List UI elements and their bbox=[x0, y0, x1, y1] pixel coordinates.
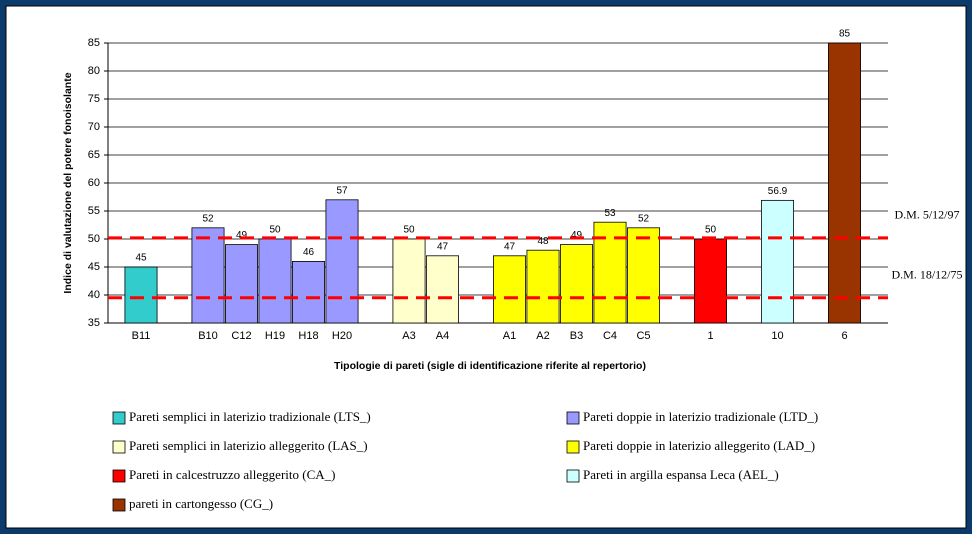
y-tick-label: 40 bbox=[88, 289, 100, 301]
data-label: 47 bbox=[504, 241, 516, 252]
data-label: 47 bbox=[437, 241, 449, 252]
bar bbox=[526, 249, 560, 324]
data-label: 50 bbox=[403, 225, 415, 236]
y-tick-label: 50 bbox=[88, 233, 100, 245]
x-tick-label: C5 bbox=[636, 330, 650, 342]
legend-label: Pareti in calcestruzzo alleggerito (CA_) bbox=[129, 467, 335, 482]
x-tick-label: A2 bbox=[536, 330, 549, 342]
x-tick-label: H19 bbox=[265, 330, 285, 342]
data-label: 50 bbox=[705, 225, 717, 236]
data-label: 46 bbox=[303, 247, 315, 258]
bar bbox=[493, 255, 526, 324]
reference-label: D.M. 5/12/97 bbox=[894, 208, 959, 222]
data-label: 85 bbox=[839, 29, 851, 40]
bar bbox=[828, 42, 861, 324]
y-tick-label: 85 bbox=[88, 37, 100, 49]
data-label: 48 bbox=[537, 236, 549, 247]
data-label: 52 bbox=[638, 213, 650, 224]
x-tick-label: H20 bbox=[332, 330, 352, 342]
data-label: 50 bbox=[269, 225, 281, 236]
data-label: 49 bbox=[236, 230, 248, 241]
bar bbox=[761, 199, 794, 324]
x-tick-label: B3 bbox=[570, 330, 583, 342]
data-label: 45 bbox=[135, 253, 147, 264]
x-tick-label: A4 bbox=[436, 330, 449, 342]
x-tick-label: B11 bbox=[132, 330, 151, 342]
legend-swatch bbox=[566, 440, 580, 454]
bar bbox=[258, 238, 292, 324]
x-tick-label: 1 bbox=[707, 330, 713, 342]
y-tick-label: 55 bbox=[88, 205, 100, 217]
y-tick-label: 75 bbox=[88, 93, 100, 105]
bar bbox=[124, 266, 158, 324]
legend-swatch bbox=[112, 498, 126, 512]
reference-label: D.M. 18/12/75 bbox=[891, 268, 962, 282]
y-tick-label: 80 bbox=[88, 65, 100, 77]
x-axis-title: Tipologie di pareti (sigle di identifica… bbox=[334, 360, 646, 372]
bar bbox=[426, 255, 459, 324]
legend-label: Pareti doppie in laterizio alleggerito (… bbox=[583, 438, 815, 453]
legend-swatch bbox=[566, 469, 580, 483]
legend-label: Pareti semplici in laterizio tradizional… bbox=[129, 409, 371, 424]
x-tick-label: 6 bbox=[841, 330, 847, 342]
bar bbox=[325, 199, 359, 324]
data-label: 57 bbox=[336, 185, 348, 196]
x-tick-label: A1 bbox=[503, 330, 516, 342]
legend-label: Pareti semplici in laterizio alleggerito… bbox=[129, 438, 368, 453]
y-tick-label: 35 bbox=[88, 317, 100, 329]
legend-swatch bbox=[112, 440, 126, 454]
data-label: 56.9 bbox=[768, 186, 788, 197]
legend-label: pareti in cartongesso (CG_) bbox=[129, 496, 273, 511]
bar bbox=[627, 227, 660, 324]
data-label: 53 bbox=[604, 208, 616, 219]
bar bbox=[292, 260, 325, 324]
x-tick-label: C12 bbox=[231, 330, 251, 342]
legend-label: Pareti in argilla espansa Leca (AEL_) bbox=[583, 467, 779, 482]
x-tick-label: H18 bbox=[298, 330, 318, 342]
data-label: 49 bbox=[571, 230, 583, 241]
y-tick-label: 45 bbox=[88, 261, 100, 273]
bar bbox=[191, 227, 225, 324]
y-axis-title: Indice di valutazione del potere fonoiso… bbox=[62, 72, 74, 293]
y-tick-label: 70 bbox=[88, 121, 100, 133]
legend-label: Pareti doppie in laterizio tradizionale … bbox=[583, 409, 818, 424]
data-label: 52 bbox=[202, 213, 214, 224]
x-tick-label: A3 bbox=[402, 330, 415, 342]
legend-swatch bbox=[566, 411, 580, 425]
bar bbox=[560, 244, 593, 324]
legend-swatch bbox=[112, 469, 126, 483]
y-tick-label: 65 bbox=[88, 149, 100, 161]
legend-swatch bbox=[112, 411, 126, 425]
bar bbox=[225, 244, 258, 324]
x-tick-label: 10 bbox=[771, 330, 783, 342]
bar bbox=[694, 238, 727, 324]
x-tick-label: C4 bbox=[603, 330, 617, 342]
x-tick-label: B10 bbox=[198, 330, 218, 342]
bar bbox=[392, 238, 426, 324]
y-tick-label: 60 bbox=[88, 177, 100, 189]
